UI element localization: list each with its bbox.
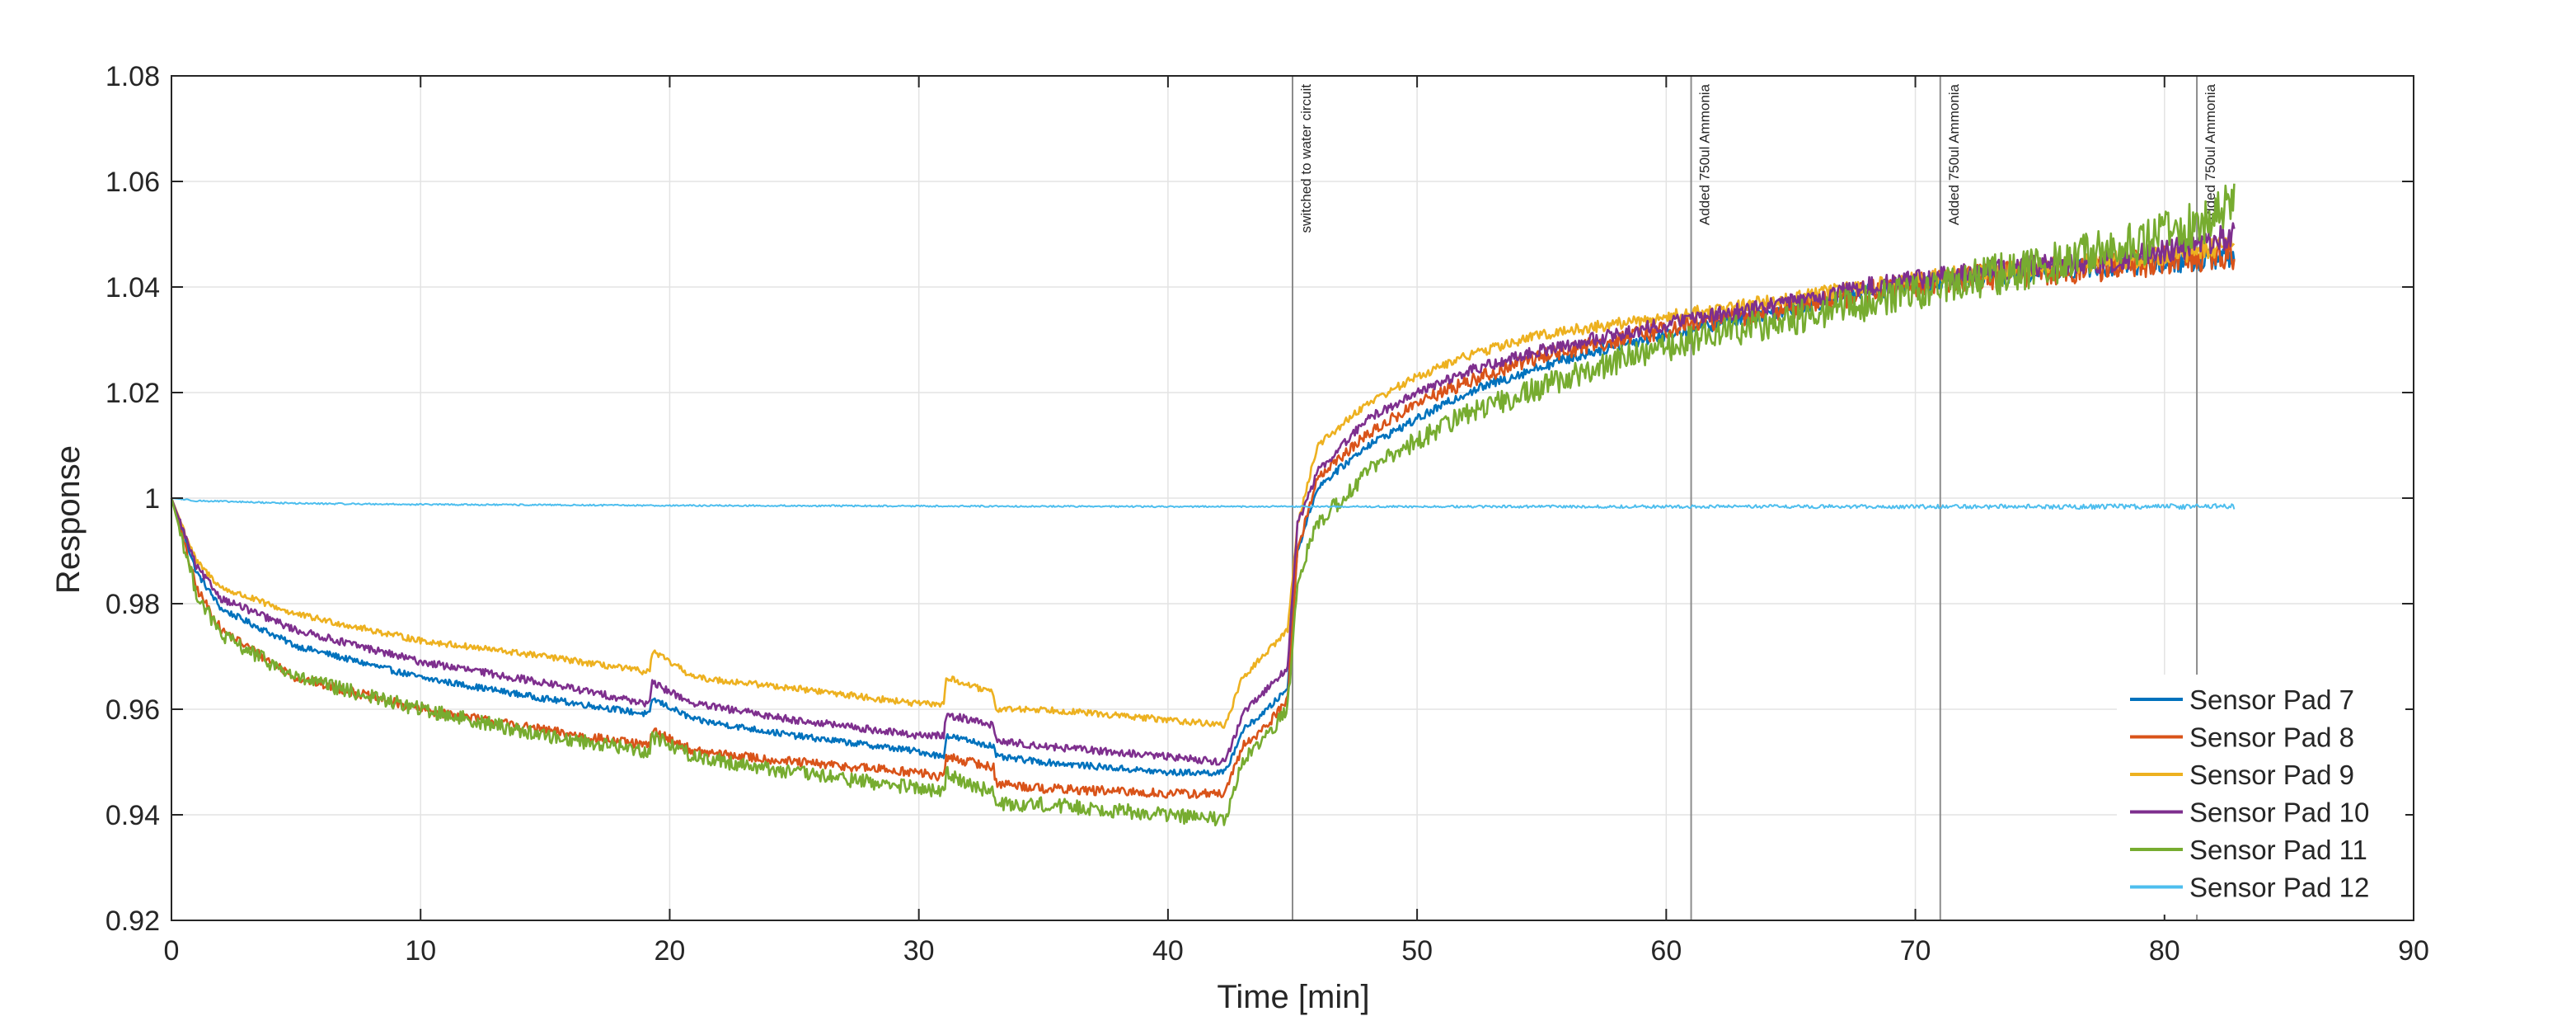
axis-ticks: 0 10 20 30 40 50 60 70 80 90 0.92 0.94 0.96 0.98 1 1.02… bbox=[106, 61, 2429, 967]
series-lines bbox=[170, 183, 2236, 827]
legend-label: Sensor Pad 7 bbox=[2189, 685, 2354, 715]
x-tick-label: 70 bbox=[1900, 935, 1931, 967]
series-line-sensor-pad-11 bbox=[170, 183, 2236, 827]
x-axis-label: Time [min] bbox=[1217, 979, 1369, 1015]
event-label: Added 750ul Ammonia bbox=[1697, 83, 1713, 225]
legend-label: Sensor Pad 11 bbox=[2189, 835, 2367, 865]
legend-box bbox=[2117, 675, 2405, 915]
y-axis-label: Response bbox=[50, 445, 87, 594]
y-tick-label: 1.06 bbox=[106, 167, 160, 198]
x-tick-label: 20 bbox=[655, 935, 686, 967]
event-label: Added 750ul Ammonia bbox=[2203, 83, 2218, 225]
x-tick-label: 90 bbox=[2398, 935, 2429, 967]
x-tick-label: 0 bbox=[164, 935, 180, 967]
event-label: Added 750ul Ammonia bbox=[1946, 83, 1962, 225]
legend-label: Sensor Pad 12 bbox=[2189, 873, 2369, 903]
series-line-sensor-pad-12 bbox=[171, 497, 2236, 510]
legend: Sensor Pad 7 Sensor Pad 8 Sensor Pad 9 Sens… bbox=[2117, 675, 2405, 915]
legend-label: Sensor Pad 8 bbox=[2189, 722, 2354, 753]
y-tick-label: 1 bbox=[144, 483, 160, 515]
legend-label: Sensor Pad 10 bbox=[2189, 797, 2369, 828]
y-tick-label: 0.96 bbox=[106, 694, 160, 726]
y-tick-label: 0.98 bbox=[106, 589, 160, 620]
x-tick-label: 50 bbox=[1401, 935, 1433, 967]
y-tick-label: 0.94 bbox=[106, 800, 160, 831]
y-tick-label: 1.04 bbox=[106, 272, 160, 303]
y-tick-label: 1.02 bbox=[106, 378, 160, 409]
y-tick-label: 1.08 bbox=[106, 61, 160, 92]
y-tick-label: 0.92 bbox=[106, 906, 160, 937]
x-tick-label: 80 bbox=[2149, 935, 2180, 967]
x-tick-label: 10 bbox=[405, 935, 436, 967]
legend-label: Sensor Pad 9 bbox=[2189, 760, 2354, 790]
x-tick-label: 60 bbox=[1650, 935, 1682, 967]
event-label: switched to water circuit bbox=[1298, 84, 1314, 233]
x-tick-label: 40 bbox=[1152, 935, 1184, 967]
x-tick-label: 30 bbox=[903, 935, 935, 967]
